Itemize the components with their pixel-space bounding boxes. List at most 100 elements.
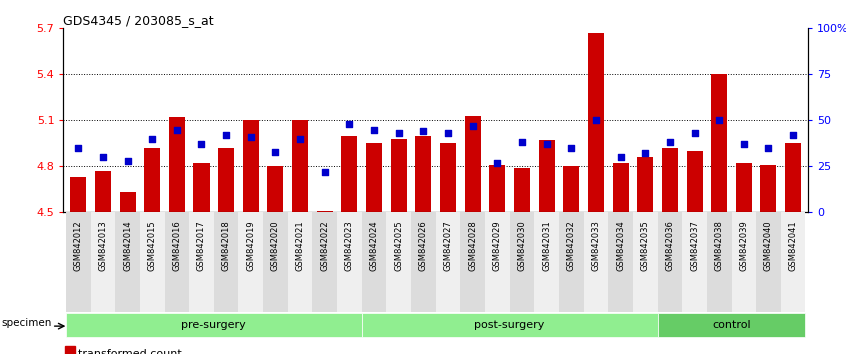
- Bar: [66, 212, 91, 312]
- Text: GSM842020: GSM842020: [271, 220, 280, 271]
- Point: [761, 145, 775, 151]
- Bar: [559, 212, 584, 312]
- Text: GSM842026: GSM842026: [419, 220, 428, 271]
- Text: GSM842022: GSM842022: [321, 220, 329, 271]
- Point: [614, 154, 628, 160]
- Bar: [190, 212, 214, 312]
- Point: [219, 132, 233, 138]
- Bar: [119, 193, 135, 212]
- Text: control: control: [712, 320, 750, 330]
- Bar: [608, 212, 633, 312]
- Text: GSM842015: GSM842015: [148, 220, 157, 271]
- Point: [737, 142, 750, 147]
- Bar: [95, 171, 111, 212]
- Text: GSM842029: GSM842029: [493, 220, 502, 271]
- Text: GSM842017: GSM842017: [197, 220, 206, 271]
- Text: GSM842040: GSM842040: [764, 220, 773, 271]
- Point: [294, 136, 307, 142]
- Bar: [239, 212, 263, 312]
- Text: GSM842021: GSM842021: [295, 220, 305, 271]
- Bar: [732, 212, 756, 312]
- Text: GSM842012: GSM842012: [74, 220, 83, 271]
- Bar: [539, 140, 555, 212]
- Text: GSM842013: GSM842013: [98, 220, 107, 271]
- Point: [367, 127, 381, 132]
- Bar: [436, 212, 460, 312]
- Bar: [613, 163, 629, 212]
- Text: GDS4345 / 203085_s_at: GDS4345 / 203085_s_at: [63, 14, 214, 27]
- Text: GSM842039: GSM842039: [739, 220, 749, 271]
- Text: GSM842036: GSM842036: [666, 220, 674, 271]
- Bar: [342, 136, 357, 212]
- Bar: [682, 212, 707, 312]
- Point: [466, 123, 480, 129]
- Bar: [263, 212, 288, 312]
- Point: [392, 130, 405, 136]
- Bar: [637, 157, 653, 212]
- Text: pre-surgery: pre-surgery: [181, 320, 246, 330]
- Point: [442, 130, 455, 136]
- Bar: [91, 212, 115, 312]
- Bar: [756, 212, 781, 312]
- Text: GSM842031: GSM842031: [542, 220, 551, 271]
- Text: GSM842041: GSM842041: [788, 220, 798, 271]
- Text: GSM842030: GSM842030: [518, 220, 526, 271]
- Point: [416, 129, 430, 134]
- Point: [515, 139, 529, 145]
- Text: transformed count: transformed count: [79, 349, 182, 354]
- Bar: [65, 346, 74, 354]
- Bar: [292, 120, 308, 212]
- Bar: [362, 313, 657, 337]
- Bar: [657, 313, 805, 337]
- Bar: [509, 212, 535, 312]
- Point: [343, 121, 356, 127]
- Point: [589, 118, 602, 123]
- Bar: [785, 143, 801, 212]
- Bar: [440, 143, 456, 212]
- Point: [639, 151, 652, 156]
- Text: post-surgery: post-surgery: [475, 320, 545, 330]
- Bar: [391, 139, 407, 212]
- Point: [540, 142, 553, 147]
- Point: [663, 139, 677, 145]
- Bar: [144, 148, 160, 212]
- Bar: [563, 166, 580, 212]
- Point: [121, 158, 135, 164]
- Bar: [312, 212, 337, 312]
- Bar: [288, 212, 312, 312]
- Bar: [588, 33, 604, 212]
- Point: [170, 127, 184, 132]
- Point: [96, 154, 110, 160]
- Bar: [66, 313, 362, 337]
- Text: GSM842038: GSM842038: [715, 220, 723, 271]
- Bar: [707, 212, 732, 312]
- Bar: [657, 212, 682, 312]
- Bar: [514, 168, 530, 212]
- Text: GSM842027: GSM842027: [443, 220, 453, 271]
- Point: [269, 149, 283, 154]
- Text: GSM842033: GSM842033: [591, 220, 601, 271]
- Bar: [243, 120, 259, 212]
- Point: [491, 160, 504, 166]
- Bar: [140, 212, 164, 312]
- Bar: [686, 151, 702, 212]
- Bar: [485, 212, 509, 312]
- Bar: [736, 163, 752, 212]
- Bar: [194, 163, 210, 212]
- Point: [195, 142, 208, 147]
- Bar: [366, 143, 382, 212]
- Text: GSM842019: GSM842019: [246, 220, 255, 271]
- Bar: [711, 74, 728, 212]
- Bar: [781, 212, 805, 312]
- Text: GSM842016: GSM842016: [173, 220, 181, 271]
- Bar: [218, 148, 234, 212]
- Bar: [464, 116, 481, 212]
- Bar: [164, 212, 190, 312]
- Bar: [662, 148, 678, 212]
- Text: GSM842018: GSM842018: [222, 220, 231, 271]
- Point: [146, 136, 159, 142]
- Bar: [362, 212, 387, 312]
- Text: GSM842024: GSM842024: [370, 220, 378, 271]
- Text: GSM842032: GSM842032: [567, 220, 576, 271]
- Bar: [415, 136, 431, 212]
